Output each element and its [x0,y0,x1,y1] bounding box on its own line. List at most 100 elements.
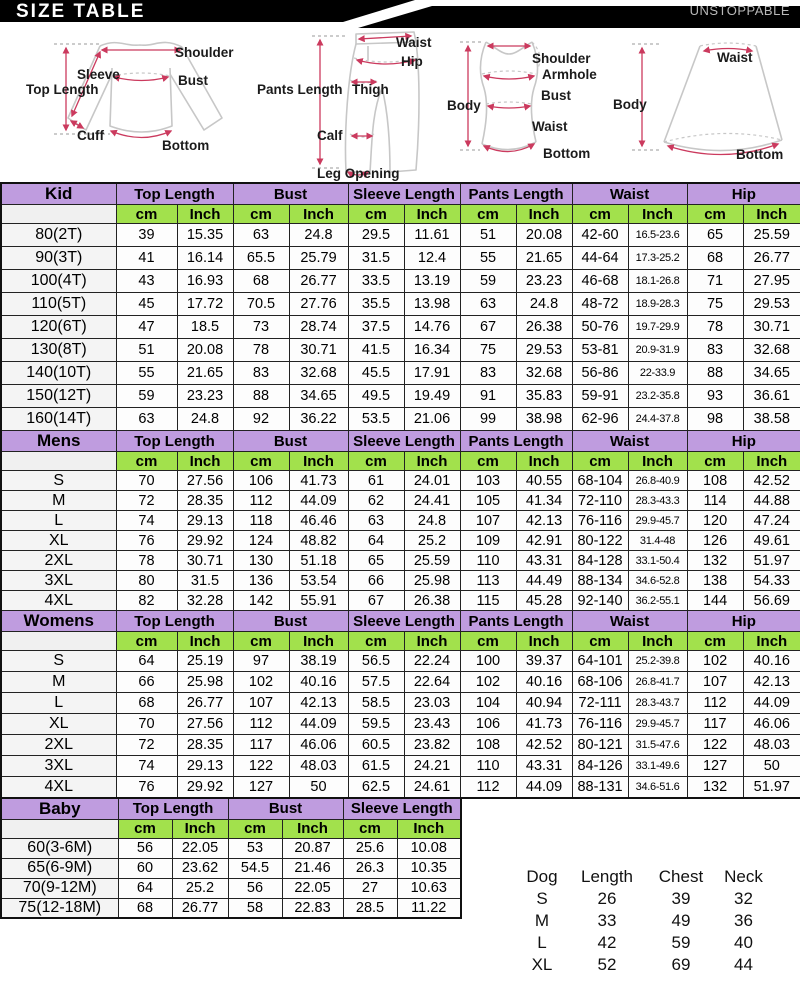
cell-value: 51 [115,338,178,362]
column-group-header: Top Length [115,610,234,632]
cell-value: 25.2 [403,530,461,551]
cell-value: 28.3-43.3 [627,490,688,511]
baby-size-table: Baby Top Length Bust Sleeve Length cm Inch cm I… [0,796,463,919]
cell-value: 13.19 [403,269,461,293]
cell-value: 88 [232,384,290,408]
cell-value: 41.73 [515,713,573,735]
cell-value: 34.6-51.6 [627,776,688,798]
dog-table-row: XL 52 69 44 [516,954,771,976]
cell-value: 26.38 [515,315,573,339]
cell-value: 53.54 [288,570,349,591]
unit-header-row: cm Inch cm Inch cm Inch cm Inch cm Inch cm Inch [0,204,800,224]
cell-value: 63 [347,510,405,531]
cell-value: 51.18 [288,550,349,571]
size-label: 3XL [0,570,117,591]
cell-value: 102 [459,671,517,693]
section-header-row: Mens Top Length Bust Sleeve Length Pants Len… [0,430,800,452]
cell-value: 70.5 [232,292,290,316]
unit-inch-header: Inch [627,451,688,471]
column-group-header: Waist [571,430,688,452]
cell-value: 38.58 [742,407,800,431]
cell-value: 55 [115,361,178,385]
cell-value: 76 [115,776,178,798]
dog-cell-value: 69 [671,955,691,974]
column-group-header: Sleeve Length [342,797,462,820]
cell-value: 42.13 [515,510,573,531]
section-header-row: Womens Top Length Bust Sleeve Length Pants L… [0,610,800,632]
cell-value: 66 [347,570,405,591]
cell-value: 37.5 [347,315,405,339]
cell-value: 24.41 [403,490,461,511]
cell-value: 83 [459,361,517,385]
cell-value: 53.5 [347,407,405,431]
cell-value: 32.68 [742,338,800,362]
cell-value: 132 [686,776,744,798]
cell-value: 32.68 [515,361,573,385]
cell-value: 84-128 [571,550,629,571]
column-group-header: Waist [571,610,688,632]
unit-inch-header: Inch [515,631,573,651]
tank-bottom-label: Bottom [543,146,591,161]
cell-value: 10.08 [396,837,462,859]
cell-value: 62 [347,490,405,511]
cell-value: 44.09 [288,713,349,735]
skirt-body-label: Body [613,97,647,112]
table-row: 2XL 72 28.35 117 46.06 60.5 23.82 108 42.52 80-12… [0,734,800,756]
cell-value: 40.16 [742,650,800,672]
cell-value: 99 [459,407,517,431]
cell-value: 62.5 [347,776,405,798]
column-group-header: Hip [686,430,800,452]
cell-value: 38.98 [515,407,573,431]
dog-cell-value: 33 [597,911,617,930]
cell-value: 22.05 [171,837,229,859]
cell-value: 19.7-29.9 [627,315,688,339]
tank-diagram-icon [460,41,541,153]
brand-text: UNSTOPPABLE [689,3,790,18]
pants-leg-opening-label: Leg Opening [317,166,400,181]
cell-value: 12.4 [403,246,461,270]
cell-value: 54.33 [742,570,800,591]
cell-value: 92 [232,407,290,431]
cell-value: 112 [232,490,290,511]
table-row: 4XL 82 32.28 142 55.91 67 26.38 115 45.28 92-140 3… [0,590,800,611]
size-label: 3XL [0,755,117,777]
cell-value: 80-122 [571,530,629,551]
unit-inch-header: Inch [281,818,344,839]
cell-value: 74 [115,755,178,777]
cell-value: 16.14 [176,246,234,270]
cell-value: 107 [232,692,290,714]
cell-value: 42.52 [742,470,800,491]
cell-value: 36.22 [288,407,349,431]
cell-value: 64 [115,650,178,672]
shirt-cuff-label: Cuff [77,128,104,143]
size-label: 150(12T) [0,384,117,408]
table-row: 60(3-6M) 56 22.05 53 20.87 25.6 10.08 [0,837,462,859]
skirt-waist-label: Waist [717,50,753,65]
cell-value: 29.5 [347,223,405,247]
cell-value: 68 [232,269,290,293]
size-label: 4XL [0,590,117,611]
dog-cell-value: 59 [671,933,691,952]
cell-value: 106 [459,713,517,735]
cell-value: 117 [686,713,744,735]
section-header-row: Baby Top Length Bust Sleeve Length [0,797,462,820]
cell-value: 55 [459,246,517,270]
cell-value: 63 [232,223,290,247]
cell-value: 23.23 [176,384,234,408]
cell-value: 26.3 [342,857,398,879]
unit-cm-header: cm [342,818,398,839]
cell-value: 23.82 [403,734,461,756]
cell-value: 34.6-52.8 [627,570,688,591]
cell-value: 88-131 [571,776,629,798]
table-row: 100(4T) 43 16.93 68 26.77 33.5 13.19 59 23.23 46-… [0,269,800,293]
cell-value: 41.73 [288,470,349,491]
cell-value: 48.03 [288,755,349,777]
cell-value: 56 [227,877,283,899]
shirt-top-length-label: Top Length [26,82,99,97]
cell-value: 50-76 [571,315,629,339]
cell-value: 42.13 [288,692,349,714]
cell-value: 45.5 [347,361,405,385]
pants-calf-label: Calf [317,128,343,143]
cell-value: 107 [686,671,744,693]
cell-value: 76 [115,530,178,551]
